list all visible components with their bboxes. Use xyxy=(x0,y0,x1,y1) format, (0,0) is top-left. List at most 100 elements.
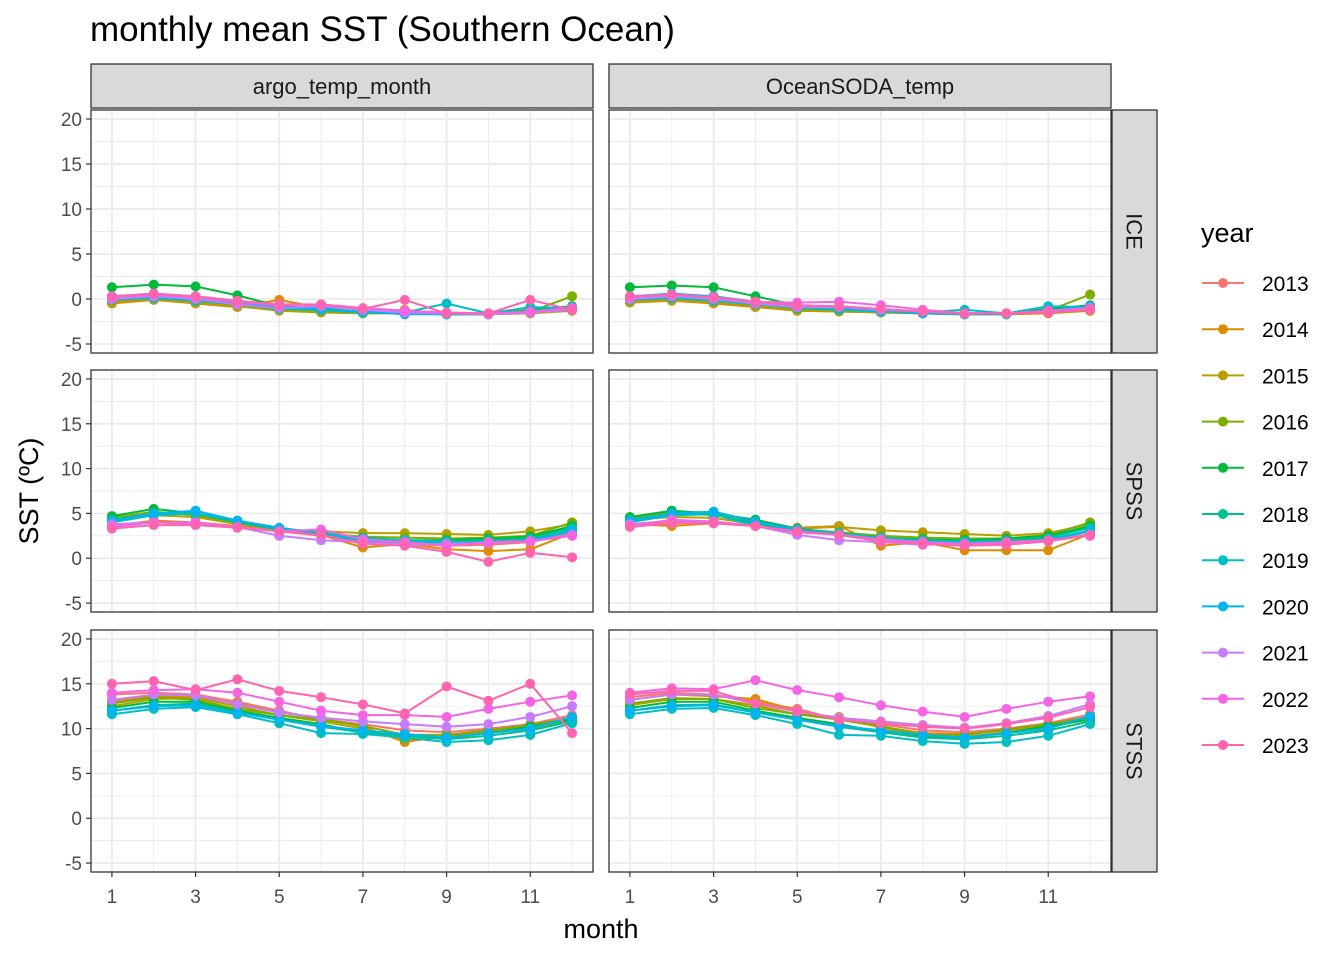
data-point-2022 xyxy=(750,675,761,686)
data-point-2020 xyxy=(106,705,117,716)
data-point-2020 xyxy=(441,732,452,743)
legend-key-point-2016 xyxy=(1218,416,1228,427)
data-point-2023 xyxy=(708,518,719,529)
data-point-2023 xyxy=(106,523,117,534)
data-point-2023 xyxy=(1043,712,1054,723)
data-point-2020 xyxy=(624,705,635,716)
series-line-2023 xyxy=(111,524,573,563)
legend-key-point-2020 xyxy=(1218,601,1228,612)
data-point-2020 xyxy=(1043,723,1054,734)
data-point-2020 xyxy=(750,707,761,718)
y-tick-label: 20 xyxy=(61,370,82,391)
data-point-2022 xyxy=(1001,703,1012,714)
series-line-2016 xyxy=(111,696,573,736)
y-tick-label: 15 xyxy=(61,155,82,176)
legend-key-point-2021 xyxy=(1218,647,1228,658)
data-point-2019 xyxy=(1001,737,1012,748)
series-line-2023 xyxy=(629,522,1091,547)
legend-label: 2021 xyxy=(1262,643,1309,666)
data-point-2023 xyxy=(274,299,285,310)
series-line-2020 xyxy=(629,704,1091,739)
y-tick-label: 10 xyxy=(61,200,82,221)
legend-key-point-2014 xyxy=(1218,324,1228,335)
y-tick-label: 10 xyxy=(61,720,82,741)
row-strip-label: STSS xyxy=(1122,722,1147,779)
data-point-2017 xyxy=(190,281,201,292)
data-point-2020 xyxy=(148,701,159,712)
data-point-2020 xyxy=(708,700,719,711)
data-point-2023 xyxy=(274,685,285,696)
facet-grid: argo_temp_month OceanSODA_temp ICE SPSS STSS… xyxy=(61,63,1158,908)
data-point-2023 xyxy=(232,674,243,685)
data-point-2023 xyxy=(190,520,201,531)
data-point-2023 xyxy=(148,288,159,299)
x-tick-label: 1 xyxy=(625,887,636,908)
panel-border xyxy=(90,629,594,873)
data-point-2022 xyxy=(525,696,536,707)
y-tick-label: -5 xyxy=(65,854,82,875)
data-point-2020 xyxy=(274,714,285,725)
data-point-2023 xyxy=(441,308,452,319)
x-tick-label: 11 xyxy=(1038,887,1058,908)
data-point-2019 xyxy=(316,728,327,739)
data-point-2022 xyxy=(316,705,327,716)
data-point-2023 xyxy=(190,291,201,302)
y-tick-label: 0 xyxy=(71,549,82,570)
data-point-2020 xyxy=(357,725,368,736)
legend-title: year xyxy=(1201,218,1254,248)
series-line-2021 xyxy=(111,693,573,728)
series-line-2023 xyxy=(111,292,573,315)
data-point-2023 xyxy=(666,685,677,696)
data-point-2023 xyxy=(483,556,494,567)
series-line-2021 xyxy=(629,693,1091,729)
data-point-2023 xyxy=(567,728,578,739)
data-point-2023 xyxy=(917,306,928,317)
panel-border xyxy=(90,109,594,354)
data-point-2020 xyxy=(666,701,677,712)
data-point-2023 xyxy=(232,522,243,533)
y-tick-label: 20 xyxy=(61,630,82,651)
legend-key-point-2015 xyxy=(1218,370,1228,381)
data-point-2023 xyxy=(106,291,117,302)
facet-panel: 1 3 5 7 9 11 xyxy=(608,629,1112,908)
x-tick-label: 9 xyxy=(959,887,970,908)
data-point-2020 xyxy=(399,728,410,739)
data-point-2023 xyxy=(441,546,452,557)
data-point-2020 xyxy=(567,711,578,722)
column-strip-label: argo_temp_month xyxy=(253,74,432,99)
data-point-2023 xyxy=(399,708,410,719)
data-point-2020 xyxy=(708,506,719,517)
legend-key-point-2019 xyxy=(1218,555,1228,566)
data-point-2023 xyxy=(316,692,327,703)
legend-label: 2020 xyxy=(1262,596,1309,619)
data-point-2023 xyxy=(959,540,970,551)
data-point-2023 xyxy=(624,689,635,700)
data-point-2022 xyxy=(232,687,243,698)
data-point-2017 xyxy=(624,282,635,293)
facet-panel: -5 0 5 10 15 20 1 3 5 7 9 11 xyxy=(61,629,594,908)
data-point-2023 xyxy=(1001,539,1012,550)
data-point-2017 xyxy=(106,282,117,293)
legend-key-point-2017 xyxy=(1218,462,1228,473)
series-line-2023 xyxy=(629,689,1091,730)
data-point-2020 xyxy=(190,505,201,516)
legend-label: 2014 xyxy=(1262,319,1309,342)
data-point-2021 xyxy=(399,719,410,730)
data-point-2023 xyxy=(567,304,578,315)
data-point-2023 xyxy=(357,538,368,549)
data-point-2023 xyxy=(1085,702,1096,713)
y-tick-label: 5 xyxy=(71,504,82,525)
data-point-2014 xyxy=(483,546,494,557)
x-tick-label: 3 xyxy=(190,887,201,908)
data-point-2020 xyxy=(190,700,201,711)
row-strip xyxy=(1111,109,1158,354)
data-point-2023 xyxy=(834,301,845,312)
data-point-2023 xyxy=(666,289,677,300)
data-point-2020 xyxy=(483,728,494,739)
data-point-2016 xyxy=(567,291,578,302)
row-strip xyxy=(1111,629,1158,873)
data-point-2020 xyxy=(917,729,928,740)
y-axis-title: SST (ºC) xyxy=(14,438,44,545)
data-point-2021 xyxy=(232,699,243,710)
y-tick-label: 15 xyxy=(61,675,82,696)
